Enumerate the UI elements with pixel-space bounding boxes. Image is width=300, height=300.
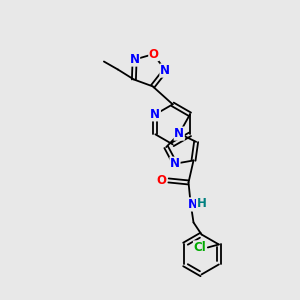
Text: N: N	[188, 198, 197, 211]
Text: O: O	[149, 47, 159, 61]
Text: Cl: Cl	[194, 241, 206, 254]
Text: N: N	[150, 108, 161, 121]
Text: H: H	[196, 197, 206, 210]
Text: N: N	[130, 53, 140, 66]
Text: N: N	[174, 127, 184, 140]
Text: N: N	[160, 64, 170, 77]
Text: O: O	[157, 174, 166, 187]
Text: N: N	[170, 157, 180, 170]
